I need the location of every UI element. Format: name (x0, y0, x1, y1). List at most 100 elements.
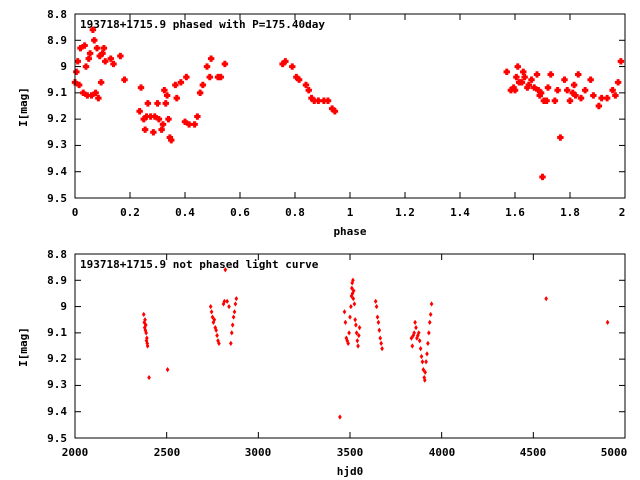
unphased-y-axis-label: I[mag] (17, 327, 30, 367)
phased-data-point (295, 76, 303, 83)
phased-data-point (107, 55, 114, 62)
phased-data-point (100, 44, 108, 52)
phased-data-point (551, 97, 559, 104)
phased-data-point (91, 37, 98, 44)
phased-data-point (199, 81, 207, 89)
unphased-data-point (428, 311, 433, 318)
unphased-data-point (222, 298, 227, 304)
phased-data-point (305, 87, 312, 94)
phased-data-point (282, 58, 289, 65)
phased-data-point (566, 97, 574, 104)
unphased-data-point (229, 340, 233, 346)
unphased-ytick-label: 8.8 (47, 248, 67, 261)
unphased-data-point (380, 346, 384, 352)
unphased-data-point (210, 314, 215, 320)
unphased-data-point (356, 343, 360, 349)
phased-data-point (86, 50, 94, 57)
unphased-data-point (233, 301, 238, 307)
phased-data-point (151, 113, 158, 120)
unphased-data-point (145, 343, 150, 349)
phased-data-point (144, 100, 152, 107)
unphased-data-point (347, 330, 351, 336)
unphased-data-point (231, 314, 236, 320)
phased-data-point (181, 118, 189, 125)
unphased-data-point (416, 330, 421, 336)
phased-chart-xtick-labels: 0 0.2 0.4 0.6 0.8 1 1.2 1.4 1.6 1.8 2 (72, 206, 626, 219)
unphased-xtick-label: 2000 (62, 446, 89, 459)
phased-data-point (554, 87, 561, 94)
unphased-data-point (342, 309, 347, 315)
phased-data-point (217, 73, 224, 81)
unphased-data-point (375, 314, 380, 320)
phased-data-point (507, 87, 515, 94)
phased-data-point (289, 63, 296, 70)
phased-data-point (598, 94, 605, 102)
phased-data-point (143, 113, 150, 120)
phased-chart-title: 193718+1715.9 phased with P=175.40day (80, 18, 325, 31)
phased-data-point (302, 81, 310, 89)
phased-data-point (80, 89, 87, 97)
phased-data-point (528, 76, 535, 83)
phased-data-point (165, 115, 172, 123)
unphased-data-point (165, 367, 170, 373)
unphased-data-point (420, 359, 425, 365)
unphased-data-point (376, 319, 381, 325)
unphased-data-point (378, 335, 383, 341)
phased-data-point (328, 105, 336, 112)
unphased-data-point (232, 309, 237, 315)
unphased-data-point (418, 346, 423, 352)
unphased-xtick-label: 4500 (520, 446, 547, 459)
phased-xtick-label: 1 (347, 206, 354, 219)
phased-data-point (173, 94, 180, 102)
unphased-ytick-label: 9.3 (47, 378, 67, 391)
unphased-data-point (351, 288, 356, 294)
unphased-data-point (429, 301, 434, 307)
unphased-data-point (348, 314, 352, 320)
phased-ytick-label: 8.9 (47, 34, 67, 47)
phased-data-point (595, 102, 603, 110)
phased-data-point (74, 58, 81, 65)
phased-xtick-label: 0.2 (120, 206, 140, 219)
phased-ytick-label: 9.2 (47, 112, 67, 125)
unphased-x-axis-label: hjd0 (337, 465, 364, 478)
phased-data-point (547, 71, 554, 78)
unphased-data-point (338, 414, 342, 420)
phased-data-point (511, 87, 519, 94)
phased-ytick-label: 9.5 (47, 192, 67, 205)
phased-data-point (196, 89, 204, 97)
phased-data-point (564, 87, 571, 94)
phased-data-point (557, 134, 564, 141)
phased-data-point (569, 89, 576, 97)
unphased-data-point (379, 340, 383, 346)
phased-chart-ytick-labels: 8.8 8.9 9 9.1 9.2 9.3 9.4 9.5 (47, 8, 67, 205)
phased-data-point (162, 100, 169, 107)
phased-xtick-label: 1.6 (505, 206, 525, 219)
unphased-chart-xtick-labels: 2000 2500 3000 3500 4000 4500 5000 (62, 446, 628, 459)
phased-data-point (520, 68, 527, 76)
unphased-data-point (214, 327, 218, 333)
phased-data-point (531, 84, 538, 91)
phased-data-point (81, 42, 88, 49)
phased-ytick-label: 9 (60, 60, 67, 73)
phased-data-point (575, 71, 582, 78)
phased-data-point (581, 87, 589, 94)
unphased-chart-panel: 8.8 8.9 9 9.1 9.2 9.3 9.4 9.5 2000 2500 … (17, 248, 627, 478)
unphased-data-point (217, 340, 221, 346)
unphased-data-point (356, 332, 361, 339)
unphased-data-point (413, 319, 417, 325)
unphased-data-point (351, 277, 355, 283)
unphased-data-point (143, 322, 148, 328)
phased-xtick-label: 2 (619, 206, 626, 219)
phased-data-point (88, 92, 95, 99)
phased-xtick-label: 0.8 (285, 206, 305, 219)
phased-ytick-label: 9.3 (47, 138, 67, 151)
unphased-data-point (145, 340, 150, 346)
unphased-data-point (208, 303, 213, 310)
phased-data-point (168, 136, 175, 144)
phased-data-point (221, 60, 229, 68)
unphased-data-point (373, 298, 378, 304)
unphased-data-point (354, 322, 358, 328)
phased-data-point (89, 26, 97, 33)
unphased-data-point (211, 319, 216, 325)
